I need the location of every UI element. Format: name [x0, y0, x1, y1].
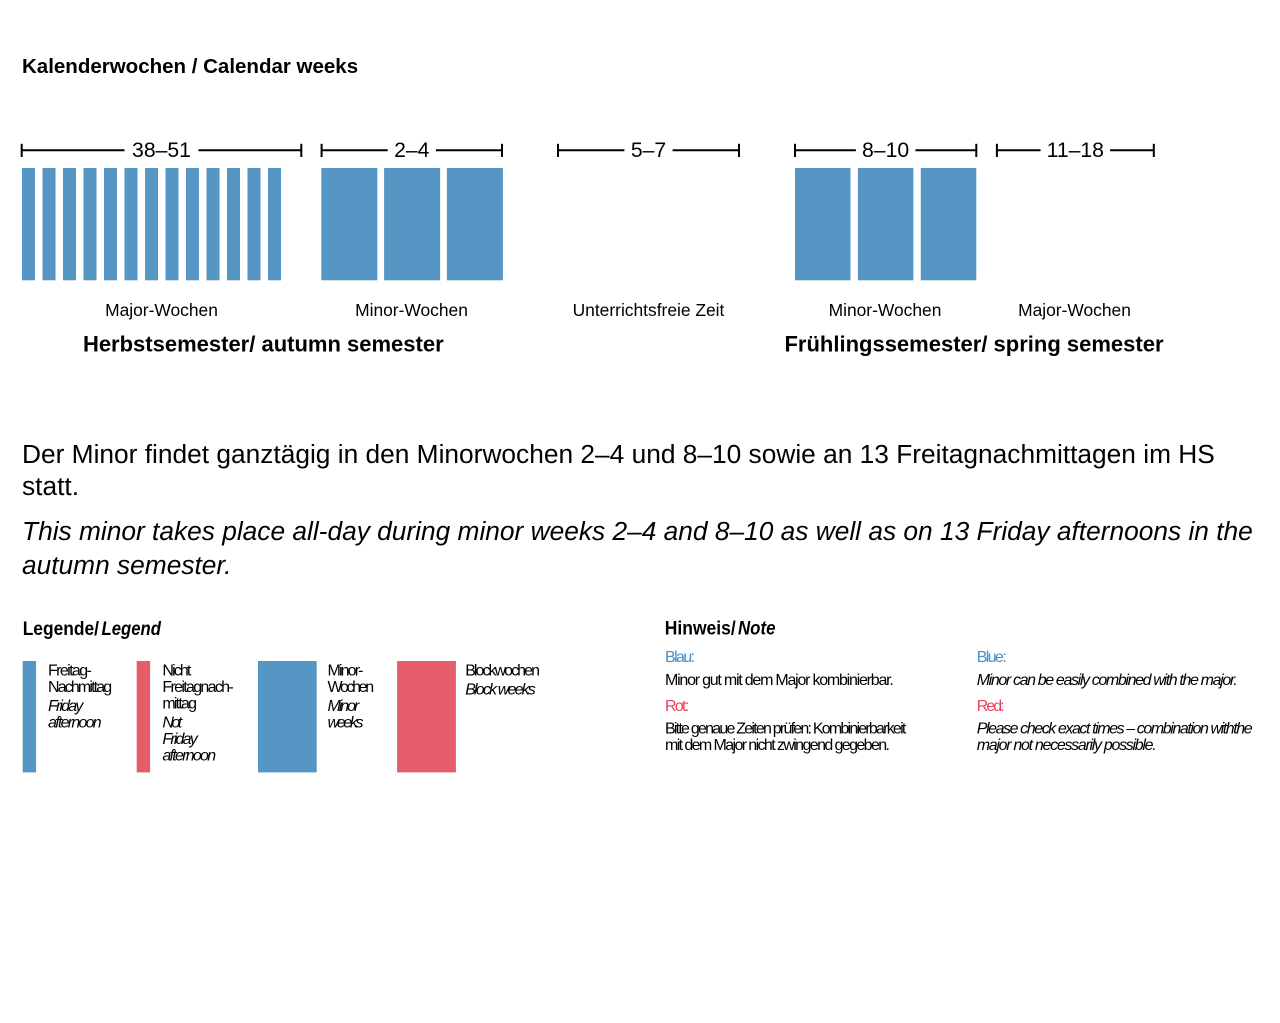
svg-text:Frühlingssemester/ spring seme: Frühlingssemester/ spring semester	[784, 332, 1163, 357]
svg-text:Blue:: Blue:	[977, 649, 1007, 666]
svg-text:Hinweis/: Hinweis/	[665, 618, 736, 640]
svg-text:Not: Not	[162, 715, 182, 732]
svg-text:statt.: statt.	[22, 471, 79, 501]
svg-text:Minor-Wochen: Minor-Wochen	[829, 300, 942, 320]
svg-text:mittag: mittag	[162, 696, 197, 713]
svg-text:Major-Wochen: Major-Wochen	[1018, 300, 1131, 320]
svg-text:Blau:: Blau:	[665, 649, 695, 666]
svg-text:Legend: Legend	[102, 618, 162, 640]
svg-text:autumn semester.: autumn semester.	[22, 550, 232, 580]
svg-text:8–10: 8–10	[862, 139, 909, 162]
svg-text:Freitagnach-: Freitagnach-	[162, 679, 233, 696]
svg-text:Block weeks: Block weeks	[465, 682, 536, 699]
svg-text:Bitte genaue Zeiten prüfen: Ko: Bitte genaue Zeiten prüfen: Kombinierbar…	[665, 721, 907, 738]
svg-text:Friday: Friday	[48, 698, 84, 715]
svg-text:Freitag-: Freitag-	[48, 662, 92, 679]
svg-text:Minor can be easily combined w: Minor can be easily combined with the ma…	[977, 672, 1238, 689]
svg-text:mit dem Major nicht zwingend g: mit dem Major nicht zwingend gegeben.	[665, 737, 890, 754]
svg-text:Please check exact times – com: Please check exact times – combination w…	[977, 721, 1253, 738]
svg-text:2–4: 2–4	[394, 139, 430, 162]
svg-text:Red:: Red:	[977, 698, 1005, 715]
svg-text:Blockwochen: Blockwochen	[465, 662, 540, 679]
svg-text:Kalenderwochen / Calendar week: Kalenderwochen / Calendar weeks	[22, 55, 358, 78]
svg-text:Unterrichtsfreie Zeit: Unterrichtsfreie Zeit	[573, 300, 725, 320]
svg-text:This minor takes place all-day: This minor takes place all-day during mi…	[22, 516, 1253, 546]
svg-text:Minor gut mit dem Major kombin: Minor gut mit dem Major kombinierbar.	[665, 672, 894, 689]
svg-text:afternoon: afternoon	[162, 748, 216, 765]
svg-text:Minor: Minor	[328, 698, 360, 715]
svg-text:Legende/: Legende/	[23, 618, 100, 640]
svg-text:Note: Note	[738, 618, 776, 640]
svg-text:weeks: weeks	[328, 715, 364, 732]
svg-text:major not necessarily possible: major not necessarily possible.	[977, 737, 1157, 754]
svg-text:11–18: 11–18	[1047, 139, 1104, 162]
svg-text:Der Minor findet ganztägig in: Der Minor findet ganztägig in den Minorw…	[22, 439, 1215, 469]
svg-text:Minor-: Minor-	[328, 662, 364, 679]
svg-text:Minor-Wochen: Minor-Wochen	[355, 300, 468, 320]
svg-text:Major-Wochen: Major-Wochen	[105, 300, 218, 320]
svg-text:Nachmittag: Nachmittag	[48, 679, 112, 696]
svg-text:Wochen: Wochen	[328, 679, 375, 696]
svg-text:afternoon: afternoon	[48, 715, 102, 732]
svg-text:Rot:: Rot:	[665, 698, 689, 715]
svg-text:Nicht: Nicht	[162, 662, 191, 679]
svg-text:Herbstsemester/ autumn semeste: Herbstsemester/ autumn semester	[83, 332, 444, 357]
svg-text:Friday: Friday	[162, 731, 198, 748]
svg-text:5–7: 5–7	[631, 139, 666, 162]
svg-text:38–51: 38–51	[132, 139, 191, 162]
